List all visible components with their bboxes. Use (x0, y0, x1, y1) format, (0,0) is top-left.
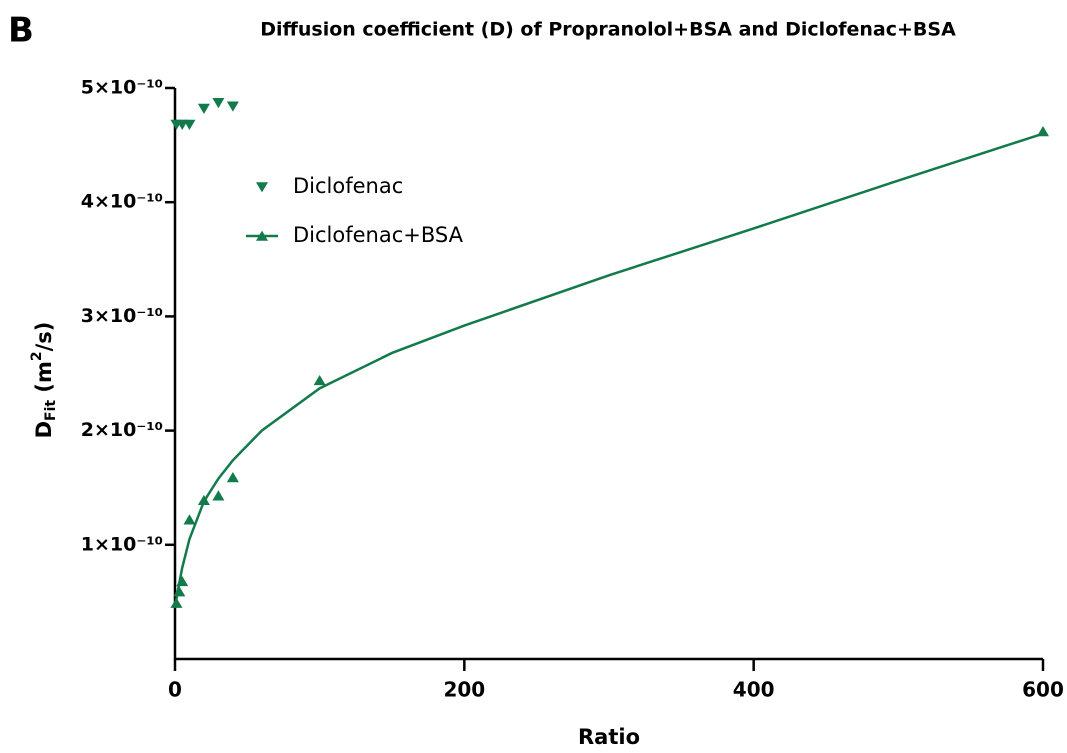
chart-title: Diffusion coefficient (D) of Propranolol… (260, 19, 956, 41)
legend-label: Diclofenac (293, 174, 403, 198)
fit-curve (173, 132, 1044, 608)
x-tick-label: 200 (443, 678, 485, 702)
marker (212, 490, 225, 501)
marker (226, 101, 239, 112)
y-tick-label: 5×10⁻¹⁰ (81, 77, 163, 99)
marker (173, 586, 186, 597)
marker (1037, 125, 1049, 137)
y-tick-label: 4×10⁻¹⁰ (81, 191, 163, 213)
y-label-part: (m (32, 361, 56, 400)
marker (212, 98, 225, 109)
marker (170, 597, 183, 608)
x-axis-label: Ratio (578, 725, 640, 749)
marker (183, 119, 196, 130)
y-tick-label: 1×10⁻¹⁰ (81, 533, 163, 555)
y-tick-label: 2×10⁻¹⁰ (81, 419, 163, 441)
y-label-sub: Fit (43, 400, 59, 421)
marker (226, 472, 239, 483)
y-axis-label: DFit (m2/s) (29, 322, 59, 439)
marker (183, 514, 196, 525)
y-tick-label: 3×10⁻¹⁰ (81, 305, 163, 327)
panel-label: B (8, 11, 34, 51)
x-tick-label: 0 (168, 678, 182, 702)
y-label-sup: 2 (29, 351, 45, 361)
marker (197, 103, 210, 114)
marker (176, 575, 189, 587)
marker (197, 494, 210, 506)
y-label-part: /s) (32, 322, 56, 352)
y-label-part: D (32, 421, 56, 438)
legend-marker (256, 182, 268, 193)
x-tick-label: 600 (1022, 678, 1064, 702)
x-tick-label: 400 (733, 678, 775, 702)
legend-label: Diclofenac+BSA (293, 223, 464, 247)
marker (313, 374, 326, 386)
legend-marker (256, 230, 268, 241)
